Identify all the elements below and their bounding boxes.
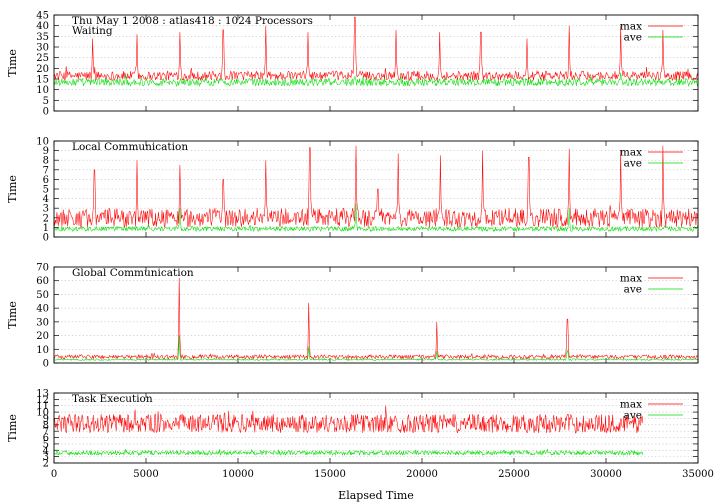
y-tick-label: 3: [43, 204, 49, 215]
x-tick-label: 25000: [498, 469, 530, 480]
y-tick-label: 10: [36, 85, 49, 96]
y-tick-label: 9: [43, 146, 49, 157]
y-tick-label: 45: [36, 11, 49, 22]
y-tick-label: 1: [43, 223, 49, 234]
y-tick-label: 2: [43, 213, 49, 224]
legend-label: ave: [624, 32, 642, 44]
x-tick-label: 0: [51, 469, 57, 480]
plot-frame: [53, 392, 699, 464]
x-tick-label: 30000: [590, 469, 622, 480]
series-max-line: [54, 277, 698, 360]
chart-title: Thu May 1 2008 : atlas418 : 1024 Process…: [72, 15, 313, 27]
y-tick-label: 10: [36, 137, 49, 148]
x-tick-label: 5000: [133, 469, 158, 480]
y-tick-label: 9: [43, 414, 49, 425]
y-tick-label: 25: [36, 53, 49, 64]
series-ave-line: [54, 72, 698, 87]
panel-3: 0 10 20 30 40 50 60 70 Global Communication Time m…: [6, 263, 699, 370]
legend-label: max: [620, 147, 642, 159]
chart-title: Global Communication: [72, 267, 194, 279]
y-tick-label: 5: [43, 439, 49, 450]
x-axis-label: Elapsed Time: [338, 489, 414, 502]
y-tick-label: 15: [36, 75, 49, 86]
y-axis-label: Time: [6, 49, 19, 77]
y-tick-label: 6: [43, 175, 49, 186]
series-max-line: [54, 145, 698, 229]
y-tick-label: 7: [43, 165, 49, 176]
y-tick-label: 8: [43, 420, 49, 431]
chart-title: Task Execution: [72, 393, 153, 405]
y-tick-label: 30: [36, 43, 49, 54]
y-tick-label: 8: [43, 156, 49, 167]
y-tick-label: 10: [36, 345, 49, 356]
y-tick-label: 11: [36, 401, 49, 412]
legend-label: max: [620, 21, 642, 33]
y-tick-label: 7: [43, 427, 49, 438]
plot-frame: [53, 14, 699, 112]
y-tick-label: 6: [43, 433, 49, 444]
y-tick-label: 10: [36, 408, 49, 419]
y-tick-label: 30: [36, 317, 49, 328]
y-tick-label: 3: [43, 452, 49, 463]
y-tick-label: 5: [43, 185, 49, 196]
x-tick-label: 10000: [222, 469, 254, 480]
y-tick-label: 50: [36, 290, 49, 301]
chart-subtitle: Waiting: [72, 25, 113, 37]
legend-label: max: [620, 273, 642, 285]
y-tick-label: 40: [36, 21, 49, 32]
y-tick-label: 60: [36, 276, 49, 287]
y-axis-label: Time: [6, 301, 19, 329]
x-tick-label: 15000: [314, 469, 346, 480]
plot-frame: [53, 266, 699, 364]
y-tick-label: 2: [43, 459, 49, 470]
x-tick-label: 35000: [682, 469, 714, 480]
y-tick-label: 0: [43, 359, 49, 370]
y-tick-label: 35: [36, 32, 49, 43]
y-axis-label: Time: [6, 175, 19, 203]
legend-label: max: [620, 399, 642, 411]
y-tick-label: 12: [36, 395, 49, 406]
y-tick-label: 20: [36, 64, 49, 75]
y-tick-label: 20: [36, 331, 49, 342]
y-tick-label: 13: [36, 389, 49, 400]
y-tick-label: 70: [36, 263, 49, 274]
series-ave-line: [54, 448, 644, 456]
series-max-line: [54, 16, 698, 82]
x-tick-label: 20000: [406, 469, 438, 480]
y-tick-label: 4: [43, 194, 49, 205]
legend-label: ave: [624, 410, 642, 422]
series-ave-line: [54, 335, 698, 362]
y-axis-label: Time: [6, 414, 19, 442]
y-tick-label: 0: [43, 233, 49, 244]
y-tick-label: 0: [43, 107, 49, 118]
series-max-line: [54, 405, 644, 434]
y-tick-label: 5: [43, 96, 49, 107]
legend-label: ave: [624, 284, 642, 296]
y-tick-label: 40: [36, 304, 49, 315]
chart-title: Local Communication: [72, 141, 188, 153]
plot-frame: [53, 140, 699, 238]
y-tick-label: 4: [43, 446, 49, 457]
legend-label: ave: [624, 158, 642, 170]
series-ave-line: [54, 203, 698, 233]
